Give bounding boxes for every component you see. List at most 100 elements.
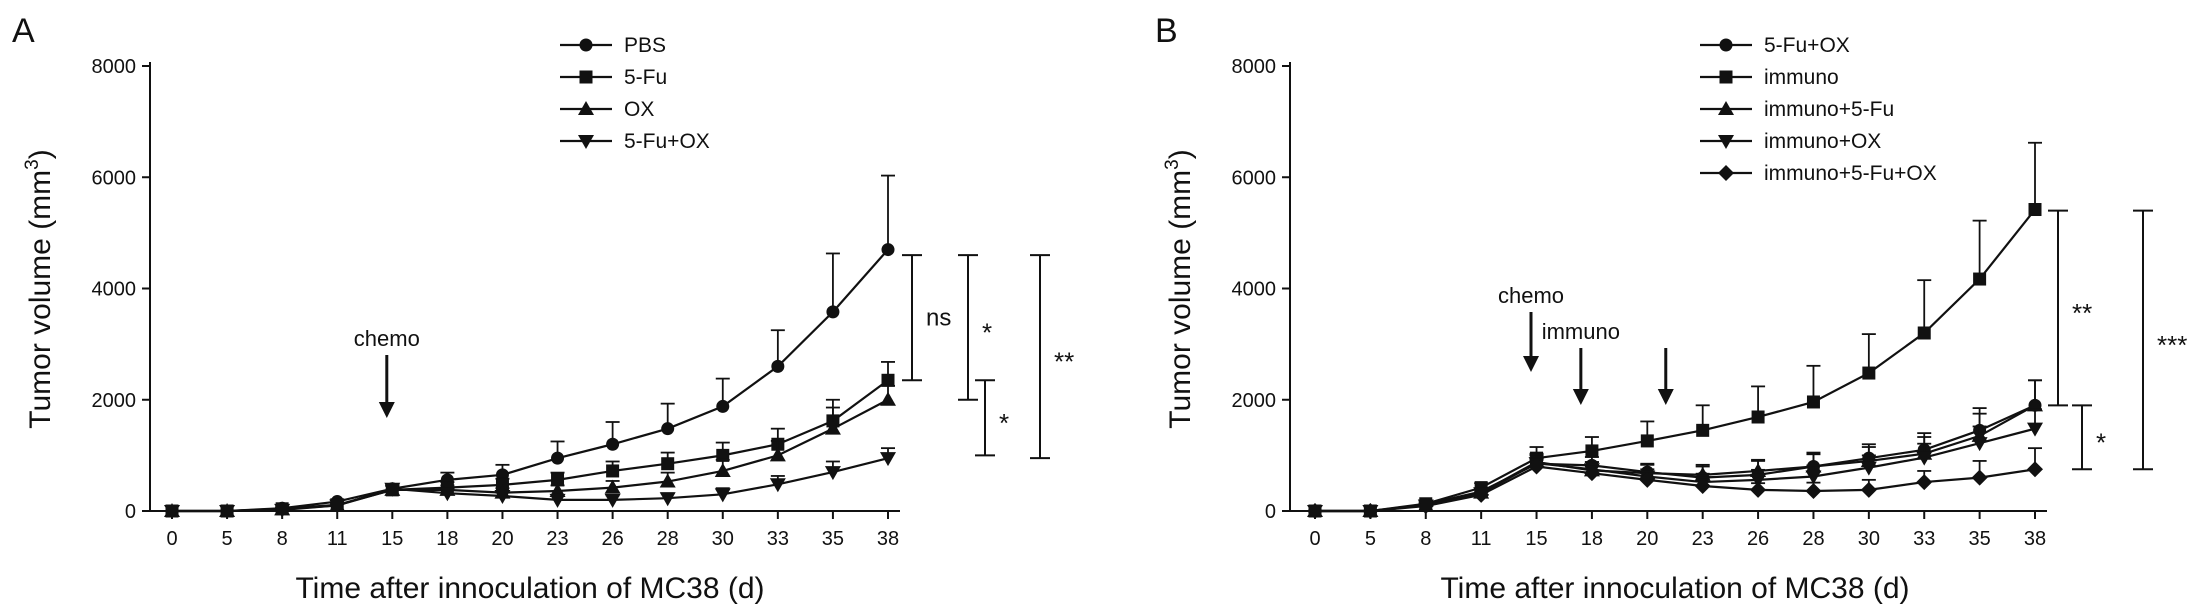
legend-label: immuno+5-Fu+OX <box>1764 162 1937 185</box>
x-tick-label: 11 <box>1471 528 1492 550</box>
data-point <box>824 420 841 435</box>
data-point <box>1917 326 1931 340</box>
series-5-fu-ox <box>1308 379 2042 518</box>
x-tick-label: 20 <box>1636 528 1658 550</box>
significance-bracket: ns <box>902 254 951 382</box>
data-point <box>1750 473 1767 488</box>
data-point <box>2027 422 2043 437</box>
data-point <box>604 479 621 494</box>
x-tick-label: 0 <box>1309 528 1320 550</box>
series-immuno-5-fu-ox <box>1307 447 2043 519</box>
legend-marker <box>1718 165 1734 181</box>
x-tick-label: 28 <box>657 528 679 550</box>
legend-marker <box>579 70 593 84</box>
x-tick-label: 38 <box>877 528 899 550</box>
arrow-head <box>1572 389 1589 405</box>
data-point <box>1806 395 1820 409</box>
data-point <box>1805 482 1822 499</box>
x-tick-label: 23 <box>546 528 568 550</box>
data-point <box>1973 272 1987 286</box>
data-point <box>1860 481 1877 498</box>
legend-marker <box>1719 38 1733 52</box>
data-point <box>826 305 840 319</box>
x-axis-label: Time after innoculation of MC38 (d) <box>1440 572 1909 605</box>
legend: 5-Fu+OX immuno immuno+5-Fu immuno+OX immuno+… <box>1700 34 1937 185</box>
significance-label: ** <box>2072 298 2092 328</box>
significance-label: ns <box>926 305 951 332</box>
x-tick-label: 15 <box>381 528 403 550</box>
legend-label: PBS <box>624 34 666 57</box>
y-axis-label-main: Tumor volume (mm <box>1164 170 1197 429</box>
x-tick-label: 8 <box>1420 528 1431 550</box>
x-tick-label: 5 <box>222 528 233 550</box>
legend-label: immuno+OX <box>1764 130 1881 153</box>
data-point <box>549 493 566 508</box>
x-tick-label: 38 <box>2024 528 2046 550</box>
data-point <box>661 457 675 471</box>
x-tick-label: 18 <box>1581 528 1603 550</box>
legend-marker <box>1719 70 1733 84</box>
series-5-fu-ox <box>164 447 896 519</box>
x-tick-label: 20 <box>491 528 513 550</box>
y-axis-label-sup: 3 <box>22 159 43 170</box>
significance-label: * <box>982 317 992 347</box>
y-tick-label: 0 <box>125 501 136 523</box>
data-point <box>551 451 565 465</box>
data-point <box>329 499 346 514</box>
y-tick-label: 6000 <box>1232 167 1277 189</box>
data-point <box>714 462 731 477</box>
data-point <box>2027 397 2043 412</box>
arrow-head <box>378 402 395 418</box>
data-point <box>1417 497 1434 514</box>
y-axis-label-sup: 3 <box>1162 159 1183 170</box>
x-tick-label: 23 <box>1692 528 1714 550</box>
y-axis-label: Tumor volume (mm3) <box>1162 149 1197 429</box>
data-point <box>2027 461 2043 478</box>
series-immuno-5-fu <box>1307 379 2043 517</box>
data-point <box>771 359 785 373</box>
data-point <box>661 422 675 436</box>
data-point <box>384 482 401 497</box>
significance-bracket: * <box>975 379 1009 457</box>
data-point <box>2028 203 2042 217</box>
y-tick-label: 8000 <box>1232 56 1277 78</box>
data-point <box>714 488 731 503</box>
x-tick-label: 11 <box>327 528 348 550</box>
significance-label: *** <box>2157 330 2187 360</box>
annotation-arrow: chemo <box>1498 283 1564 372</box>
data-point <box>604 493 621 508</box>
panel-label: A <box>12 12 35 50</box>
data-point <box>1860 461 1877 476</box>
legend-label: immuno+5-Fu <box>1764 98 1894 121</box>
x-tick-label: 30 <box>1858 528 1880 550</box>
panel-label: B <box>1155 12 1178 50</box>
legend-marker <box>578 101 594 115</box>
y-axis-label-main: Tumor volume (mm <box>24 170 57 429</box>
data-point <box>606 464 620 478</box>
data-point <box>716 399 730 413</box>
data-point <box>1640 434 1654 448</box>
data-point <box>551 473 565 487</box>
x-tick-label: 15 <box>1525 528 1547 550</box>
data-point <box>606 437 620 451</box>
significance-bracket: ** <box>2048 209 2092 407</box>
legend-marker <box>579 38 593 52</box>
data-point <box>881 373 895 387</box>
significance-bracket: * <box>2072 404 2106 471</box>
x-tick-label: 5 <box>1365 528 1376 550</box>
legend-marker <box>578 135 594 149</box>
data-point <box>1473 486 1490 503</box>
x-tick-label: 0 <box>166 528 177 550</box>
annotation-arrow: immuno <box>1542 319 1620 405</box>
y-axis-label-end: ) <box>24 149 57 159</box>
x-tick-label: 8 <box>277 528 288 550</box>
data-point <box>1694 477 1711 494</box>
y-tick-label: 6000 <box>92 167 137 189</box>
series-pbs <box>165 174 895 518</box>
data-point <box>881 243 895 257</box>
data-point <box>1362 503 1379 519</box>
y-tick-label: 8000 <box>92 56 137 78</box>
data-point <box>716 448 730 462</box>
